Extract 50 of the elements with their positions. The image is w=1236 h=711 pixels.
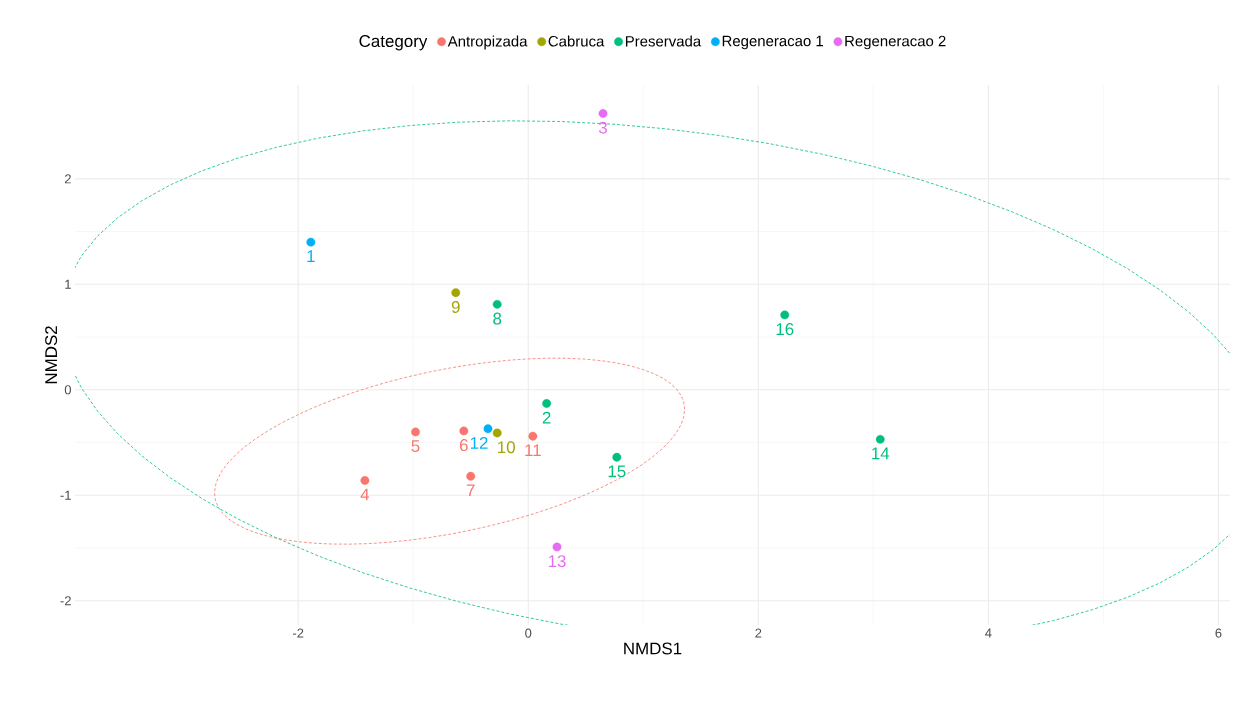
point (552, 542, 562, 552)
x-tick-label: 2 (755, 628, 762, 638)
point (612, 452, 622, 462)
point (459, 426, 469, 436)
legend-label: Regeneracao 1 (722, 35, 823, 50)
legend-label: Cabruca (548, 35, 605, 47)
legend-title: Category (359, 35, 428, 51)
annotation: 9 (451, 300, 460, 313)
point (780, 310, 790, 320)
annotation: 13 (548, 555, 566, 568)
point (492, 428, 502, 438)
point (528, 431, 538, 441)
annotation: 3 (598, 121, 607, 134)
point (875, 434, 885, 444)
x-tick-label: 0 (525, 628, 532, 638)
y-tick-label: 2 (64, 174, 71, 184)
annotation: 6 (459, 439, 468, 452)
y-tick-label: 1 (65, 279, 71, 289)
y-tick-label: 0 (64, 385, 71, 395)
point (483, 424, 493, 434)
annotation: 12 (470, 437, 488, 449)
x-axis-title: NMDS1 (624, 642, 682, 655)
annotation: 14 (872, 447, 890, 460)
annotation: 5 (411, 440, 420, 452)
annotation: 2 (542, 411, 551, 424)
y-tick-label: -2 (60, 596, 71, 606)
y-tick-label: -1 (60, 490, 71, 500)
point (466, 471, 476, 481)
point (451, 288, 461, 298)
point (542, 399, 552, 408)
point (411, 427, 420, 437)
annotation: 4 (360, 488, 370, 501)
annotation: 16 (776, 323, 794, 336)
point (360, 476, 370, 485)
y-axis-title: NMDS2 (45, 326, 58, 384)
legend-label: Preservada (625, 35, 702, 47)
x-tick-label: -2 (292, 628, 304, 638)
legend-label: Regeneracao 2 (845, 35, 946, 50)
annotation: 11 (525, 444, 541, 457)
annotation: 8 (493, 312, 502, 325)
legend-label: Antropizada (447, 35, 528, 50)
annotation: 7 (466, 484, 475, 497)
annotation: 15 (608, 465, 626, 478)
point (306, 237, 316, 247)
point (598, 109, 608, 118)
annotation: 10 (498, 441, 515, 454)
point (492, 299, 502, 309)
annotation: 1 (307, 250, 315, 262)
x-tick-label: 4 (985, 628, 992, 638)
x-tick-label: 6 (1215, 628, 1222, 638)
